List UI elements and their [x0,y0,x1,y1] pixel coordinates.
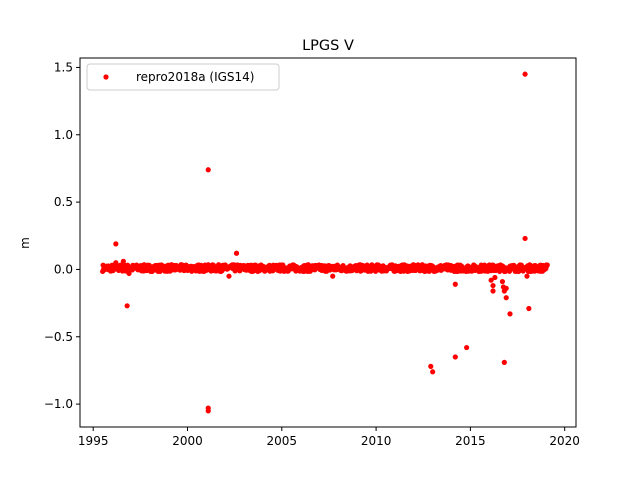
data-point [481,262,488,268]
data-point [124,303,130,309]
x-tick-label: 2015 [455,434,486,448]
x-tick-label: 2010 [361,434,392,448]
data-point [524,273,530,279]
data-point [113,241,119,247]
data-point [503,295,509,301]
x-tick-label: 1995 [78,434,109,448]
data-point [126,270,132,277]
data-point [430,369,436,375]
data-point [452,354,458,360]
data-point [516,268,522,274]
y-tick-label: 0.5 [54,195,73,209]
data-point [499,278,506,285]
data-point [490,288,496,294]
data-point [120,258,126,264]
legend-label: repro2018a (IGS14) [136,70,254,84]
data-point [205,167,211,173]
data-point [526,305,532,312]
data-point [503,285,509,291]
y-tick-label: 1.0 [54,128,73,142]
data-point [428,363,434,369]
data-point [216,262,222,268]
chart-title: LPGS V [302,38,354,54]
data-point [522,71,528,77]
x-tick-label: 2000 [172,434,203,448]
y-tick-label: 1.5 [54,60,73,74]
x-tick-label: 2020 [549,434,580,448]
data-point [507,311,513,317]
data-point [113,260,119,266]
legend-marker [103,74,109,80]
x-tick-label: 2005 [267,434,298,448]
y-axis-label: m [18,237,32,249]
data-point [452,281,458,287]
data-point [544,262,550,268]
data-point [490,282,496,289]
legend: repro2018a (IGS14) [86,63,280,91]
data-point [205,408,211,414]
y-tick-label: −0.5 [44,330,73,344]
data-layer [100,71,550,414]
data-point [492,274,498,281]
y-tick-label: −1.0 [44,397,73,411]
legend-box [86,63,280,91]
y-tick-label: 0.0 [54,262,73,276]
y-axis: 1.5 1.0 0.5 0.0 −0.5 −1.0 [44,60,80,411]
series-dense-band [100,262,550,275]
plot-frame [79,57,577,428]
data-point [464,344,470,351]
data-point [226,273,232,279]
data-point [488,277,494,283]
data-point [501,359,507,365]
data-point [330,273,336,279]
series-points [113,71,532,414]
data-point [233,250,240,256]
data-point [522,235,528,242]
x-axis: 1995 2000 2005 2010 2015 2020 [78,427,580,448]
